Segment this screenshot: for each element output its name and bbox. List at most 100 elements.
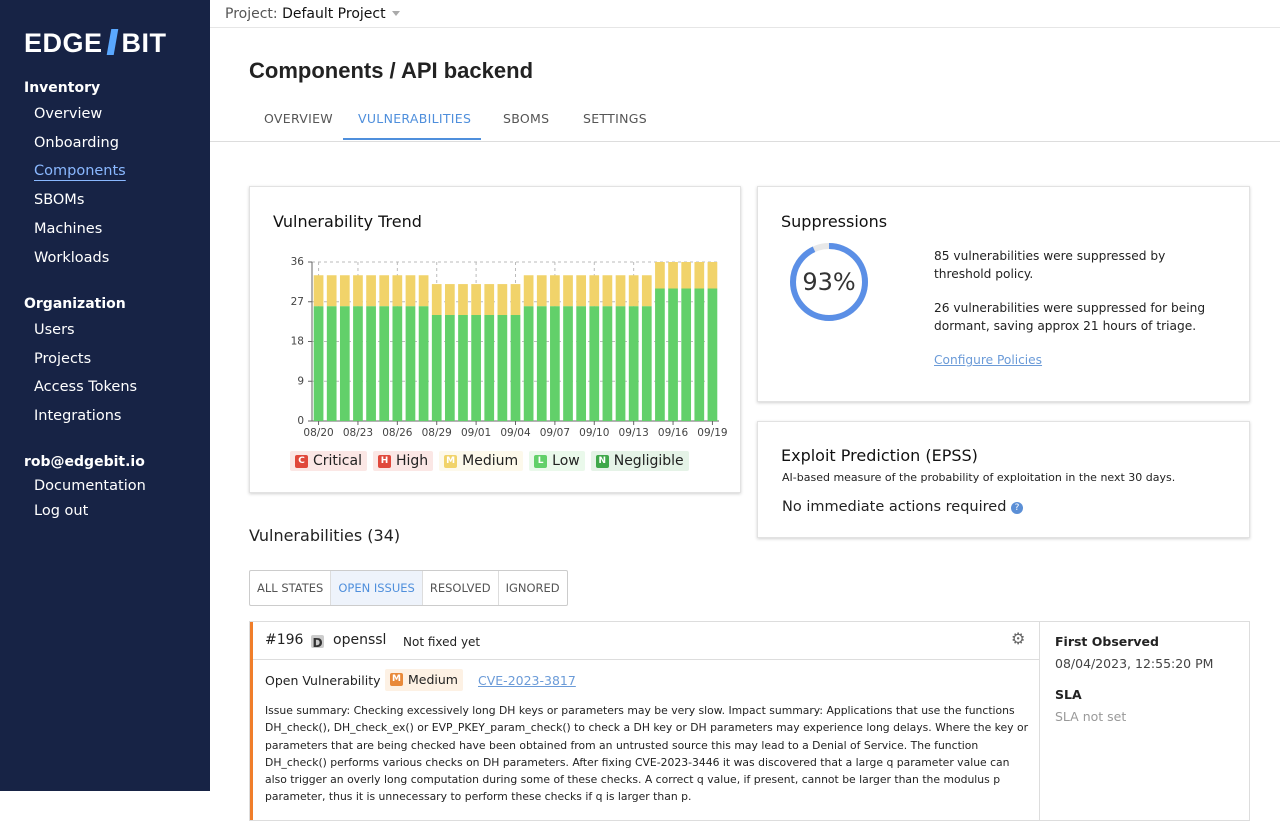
- epss-description: AI-based measure of the probability of e…: [782, 471, 1176, 484]
- trend-card: Vulnerability Trend 0 9 18 27 36 08/20 08/23 08…: [249, 186, 741, 493]
- x-tick-label: 08/26: [382, 427, 413, 439]
- x-tick-label: 08/20: [303, 427, 333, 439]
- configure-link[interactable]: Configure Policies: [934, 353, 1043, 367]
- settings-icon[interactable]: ⚙: [1011, 629, 1026, 648]
- bar-segment: [523, 306, 534, 421]
- bar-segment: [536, 306, 547, 421]
- legend-label: High: [395, 453, 429, 469]
- logo[interactable]: EDGE BIT: [24, 28, 167, 59]
- nav-link[interactable]: Documentation: [34, 478, 146, 494]
- nav-heading: rob@edgebit.io: [24, 454, 145, 470]
- bar-segment: [471, 315, 481, 421]
- filter[interactable]: ALL STATES: [250, 571, 332, 605]
- nav-link[interactable]: Overview: [34, 106, 103, 122]
- bar-segment: [497, 315, 508, 421]
- legend-label: Negligible: [613, 453, 684, 469]
- bar-segment: [458, 284, 468, 315]
- nav-heading: Organization: [24, 296, 126, 312]
- tab[interactable]: OVERVIEW: [264, 111, 333, 126]
- bar-segment: [628, 275, 639, 307]
- issue-description: Issue summary: Checking excessively long…: [265, 704, 1029, 804]
- nav-link[interactable]: Users: [34, 322, 75, 338]
- issue-id: #196: [265, 632, 304, 648]
- bar-segment: [471, 284, 481, 315]
- bar-segment: [615, 306, 626, 421]
- bar-segment: [418, 306, 429, 421]
- filter[interactable]: RESOLVED: [423, 571, 499, 605]
- bar-segment: [615, 275, 626, 307]
- bar-segment: [602, 306, 613, 421]
- donut-arc: [790, 243, 868, 321]
- nav-link[interactable]: Projects: [34, 350, 92, 367]
- filter[interactable]: OPEN ISSUES: [331, 571, 423, 605]
- bar-segment: [379, 306, 390, 421]
- bar-segment: [668, 262, 678, 289]
- type-badge: D: [311, 635, 324, 650]
- legend-badge: H: [377, 454, 391, 468]
- nav-link[interactable]: Log out: [34, 502, 89, 519]
- y-tick-label: 0: [297, 415, 304, 427]
- bar-segment: [655, 262, 665, 289]
- x-tick-label: 09/01: [461, 427, 491, 439]
- nav-link[interactable]: Machines: [34, 220, 103, 237]
- legend-badge: L: [534, 454, 548, 468]
- bar-segment: [536, 275, 547, 307]
- card-title: Suppressions: [781, 212, 888, 231]
- first-observed: 08/04/2023, 12:55:20 PM: [1055, 656, 1214, 671]
- card-title: Exploit Prediction (EPSS): [781, 446, 978, 465]
- chart: 0 9 18 27 36 08/20 08/23 08/26 08/29 09/01 09/04 09…: [291, 256, 728, 439]
- nav-link[interactable]: Components: [34, 163, 126, 180]
- x-tick-label: 08/23: [343, 427, 373, 439]
- cve-link[interactable]: CVE-2023-3817: [478, 673, 576, 688]
- nav-link[interactable]: Onboarding: [34, 134, 119, 151]
- tab[interactable]: SBOMS: [503, 111, 550, 126]
- bar-segment: [523, 275, 534, 307]
- project-bar[interactable]: Project: Default Project: [210, 0, 1280, 28]
- bar-segment: [431, 315, 442, 421]
- bar-segment: [497, 284, 508, 315]
- tab[interactable]: VULNERABILITIES: [358, 111, 472, 126]
- bar-segment: [563, 275, 573, 307]
- bar-segment: [353, 275, 363, 307]
- bar-segment: [628, 306, 639, 421]
- issue-card[interactable]: #196 D openssl Not fixed yet ⚙ Open Vuln…: [249, 621, 1250, 821]
- nav-link[interactable]: Integrations: [34, 408, 122, 425]
- tab[interactable]: SETTINGS: [583, 111, 647, 126]
- bar-segment: [326, 275, 337, 307]
- package: openssl: [333, 632, 387, 648]
- section-heading: Vulnerabilities (34): [249, 526, 401, 545]
- filter[interactable]: IGNORED: [505, 581, 560, 595]
- project-label: Project:: [225, 6, 278, 22]
- legend-badge: C: [295, 454, 308, 468]
- x-tick-label: 09/04: [500, 427, 531, 439]
- bar-segment: [339, 306, 350, 421]
- label: SLA: [1055, 687, 1082, 702]
- nav-link[interactable]: Workloads: [34, 249, 110, 266]
- bar-segment: [668, 288, 678, 421]
- legend-label: Low: [552, 453, 580, 469]
- bar-segment: [707, 288, 718, 421]
- card-title: Vulnerability Trend: [273, 212, 422, 231]
- epss-status: No immediate actions required ?: [782, 499, 1024, 517]
- bar-segment: [589, 275, 600, 307]
- nav-link[interactable]: Access Tokens: [34, 379, 138, 396]
- bar-segment: [694, 262, 705, 289]
- issue-state: Open Vulnerability: [265, 673, 381, 688]
- bar-segment: [602, 275, 613, 307]
- bar-segment: [405, 275, 416, 307]
- y-tick-label: 36: [291, 256, 305, 268]
- x-tick-label: 09/19: [697, 427, 727, 439]
- nav-heading: Inventory: [24, 80, 101, 96]
- status-text: No immediate actions required: [782, 499, 1007, 515]
- label: First Observed: [1055, 634, 1159, 649]
- nav-link[interactable]: SBOMs: [34, 192, 85, 209]
- legend-badge: M: [444, 454, 458, 468]
- bar-segment: [326, 306, 337, 421]
- bar-segment: [418, 275, 429, 307]
- x-tick-label: 09/13: [619, 427, 649, 439]
- project-name: Default Project: [282, 6, 386, 22]
- bar-segment: [681, 288, 692, 421]
- bar-segment: [339, 275, 350, 307]
- x-tick-label: 09/16: [658, 427, 689, 439]
- nav-section: Organization Users Projects Access Token…: [24, 296, 137, 431]
